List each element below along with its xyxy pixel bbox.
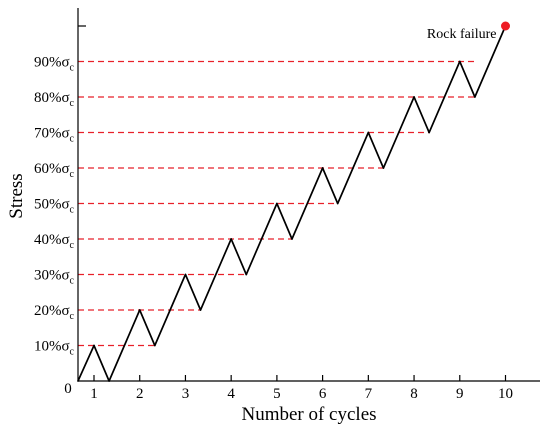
y-tick-percent: 50% (34, 197, 62, 213)
failure-marker-group: Rock failure (427, 21, 510, 42)
x-tick-label: 8 (410, 386, 418, 402)
x-axis-title: Number of cycles (241, 404, 376, 425)
y-tick-label: 50%σc (34, 197, 75, 216)
series-segment (428, 60, 461, 134)
series-segment (367, 131, 385, 169)
y-tick-sigma: σ (61, 197, 69, 213)
series-segment (321, 167, 339, 205)
series-segment (245, 202, 278, 276)
x-tick-label: 1 (90, 386, 98, 402)
series-segment (474, 25, 507, 98)
y-tick-subscript: c (70, 98, 75, 109)
y-tick-sigma: σ (61, 268, 69, 284)
y-tick-sigma: σ (61, 90, 69, 106)
y-tick-subscript: c (70, 169, 75, 180)
y-tick-label: 70%σc (34, 126, 75, 145)
series-segment (199, 238, 233, 311)
stress-series (77, 25, 507, 382)
y-tick-percent: 80% (34, 90, 62, 106)
y-tick-label: 30%σc (34, 268, 75, 287)
series-segment (291, 167, 324, 240)
series-segment (153, 273, 187, 347)
axes (77, 8, 540, 382)
x-tick-label: 2 (136, 386, 144, 402)
series-segment (413, 96, 430, 134)
y-tick-label: 20%σc (34, 303, 75, 322)
series-segment (230, 238, 248, 276)
y-tick-label: 90%σc (34, 55, 75, 74)
series-segment (93, 344, 110, 382)
x-ticks: 1 2 3 4 5 6 7 8 9 10 (90, 375, 513, 402)
failure-point (501, 21, 510, 31)
series-segment (138, 309, 156, 347)
y-tick-percent: 60% (34, 161, 62, 177)
x-tick-label: 5 (273, 386, 281, 402)
series-segment (458, 60, 476, 98)
series-segment (276, 202, 293, 240)
y-tick-subscript: c (70, 276, 75, 287)
y-tick-subscript: c (70, 63, 75, 74)
y-tick-sigma: σ (61, 55, 69, 71)
x-tick-label: 4 (227, 386, 235, 402)
y-tick-percent: 90% (34, 55, 62, 71)
y-tick-sigma: σ (61, 161, 69, 177)
y-tick-subscript: c (70, 311, 75, 322)
y-tick-sigma: σ (61, 232, 69, 248)
series-segment (108, 309, 141, 382)
y-tick-sigma: σ (61, 126, 69, 142)
y-tick-label: 60%σc (34, 161, 75, 180)
y-tick-percent: 40% (34, 232, 62, 248)
series-segment (184, 273, 202, 311)
y-tick-sigma: σ (61, 303, 69, 319)
origin-label: 0 (64, 381, 72, 397)
y-tick-subscript: c (70, 240, 75, 251)
x-tick-label: 6 (319, 386, 327, 402)
y-tick-subscript: c (70, 134, 75, 145)
y-tick-percent: 10% (34, 339, 62, 355)
series-segment (382, 96, 415, 169)
series-segment (336, 131, 370, 205)
series-segment (77, 344, 95, 382)
y-tick-percent: 20% (34, 303, 62, 319)
y-tick-label: 40%σc (34, 232, 75, 251)
y-tick-percent: 70% (34, 126, 62, 142)
y-tick-subscript: c (70, 205, 75, 216)
y-tick-percent: 30% (34, 268, 62, 284)
y-tick-label: 10%σc (34, 339, 75, 358)
x-tick-label: 10 (498, 386, 513, 402)
y-tick-subscript: c (70, 347, 75, 358)
y-tick-sigma: σ (61, 339, 69, 355)
x-tick-label: 7 (365, 386, 373, 402)
y-tick-label: 80%σc (34, 90, 75, 109)
y-axis-title: Stress (6, 173, 27, 218)
x-tick-label: 3 (182, 386, 190, 402)
x-tick-label: 9 (456, 386, 464, 402)
failure-label: Rock failure (427, 27, 497, 42)
y-ticks: 10%σc20%σc30%σc40%σc50%σc60%σc70%σc80%σc… (34, 55, 75, 358)
